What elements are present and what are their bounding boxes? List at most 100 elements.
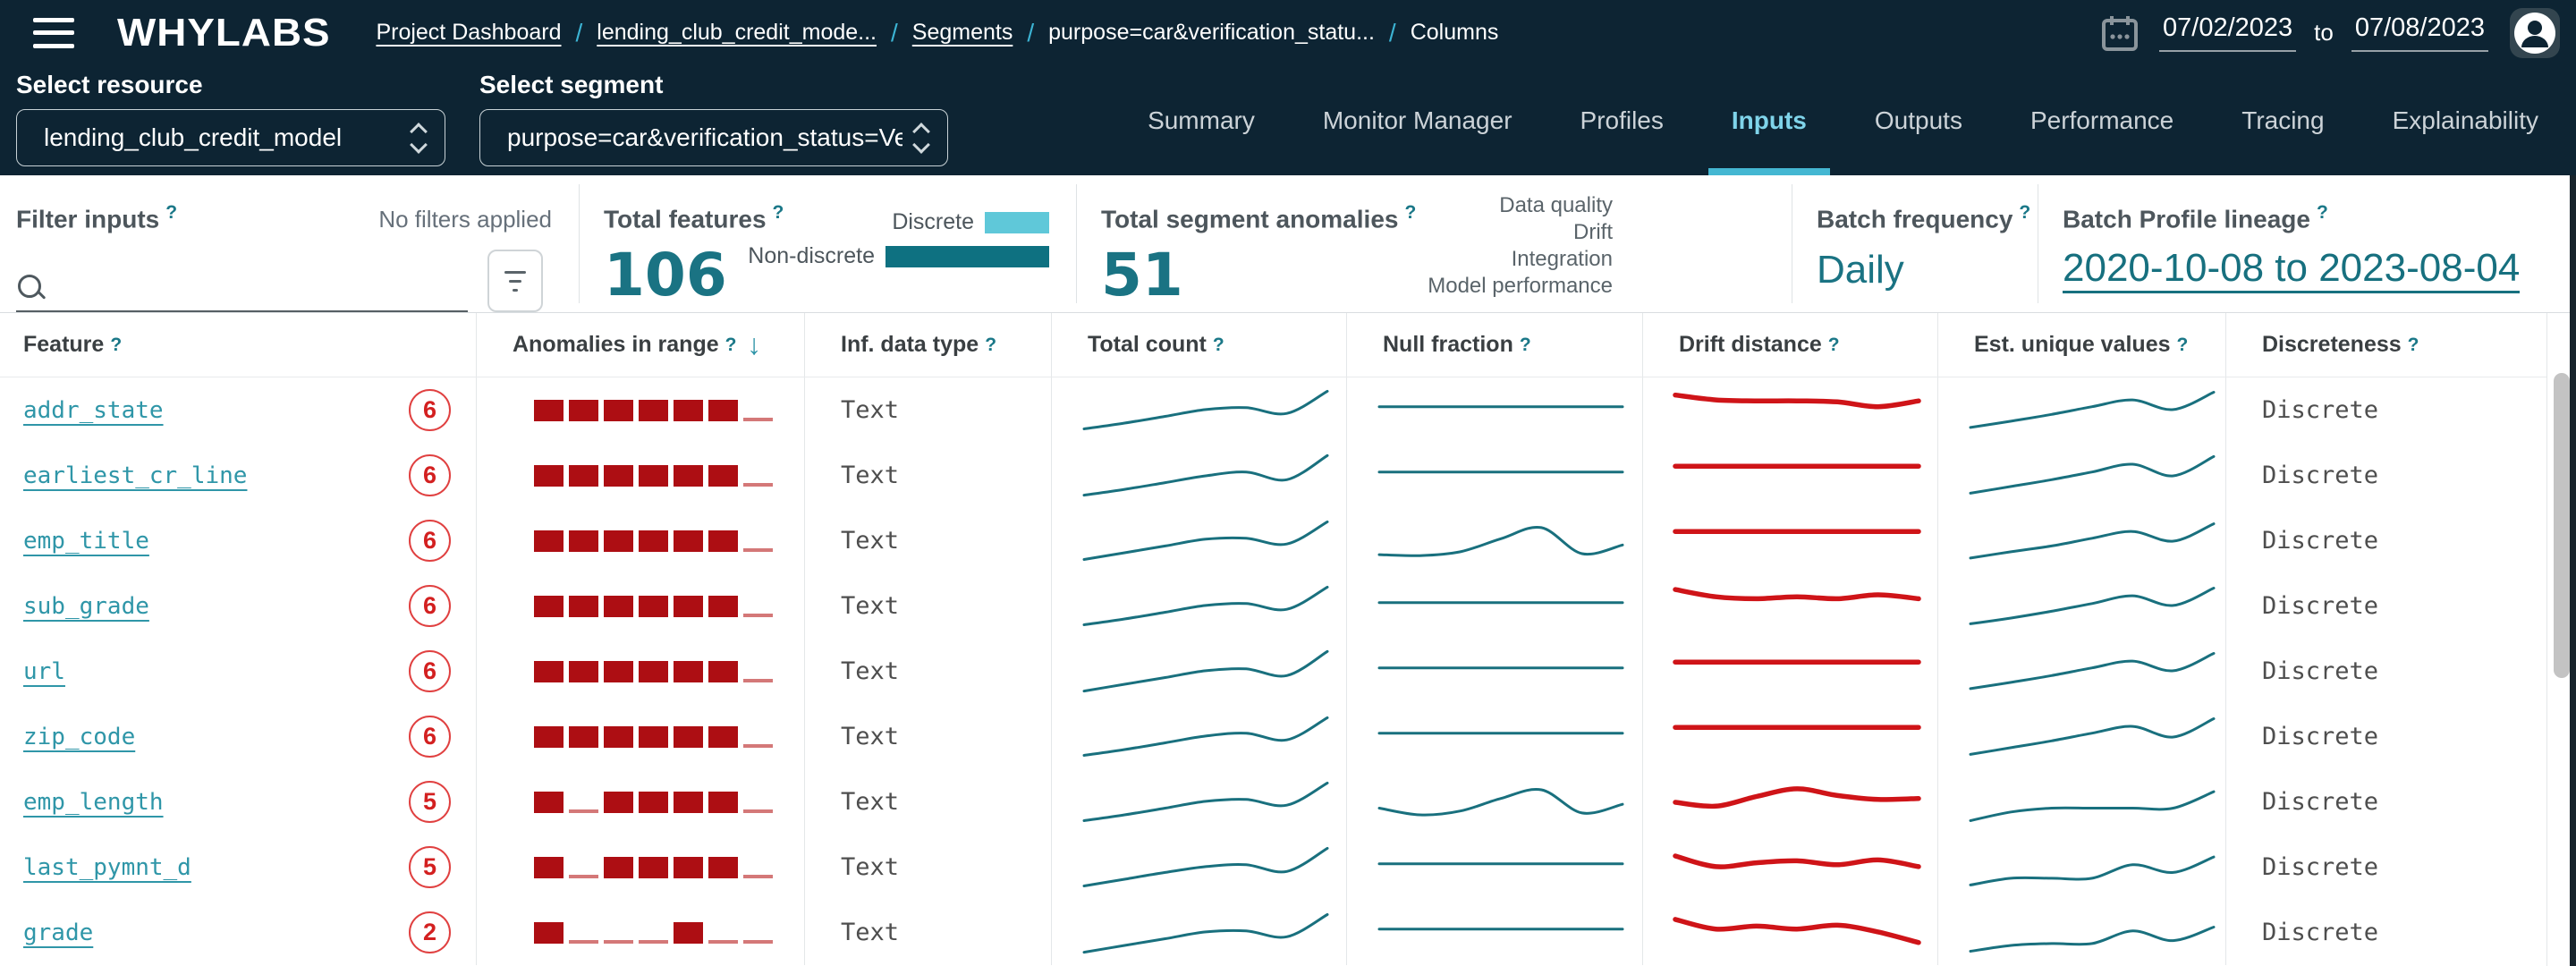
null-fraction-cell [1347,639,1643,704]
est-unique-values-cell [1938,377,2226,443]
anomaly-day-empty [743,661,773,682]
calendar-icon[interactable] [2100,13,2140,53]
total-count-cell [1052,704,1347,769]
select-chevrons-icon [912,122,930,154]
table-row-zip-code: zip_code 6 Text Discrete [0,704,2546,769]
est-unique-values-sparkline [1969,716,2216,756]
total-count-cell [1052,377,1347,443]
feature-link-last-pymnt-d[interactable]: last_pymnt_d [23,853,191,881]
help-icon[interactable]: ? [1827,334,1840,355]
total-count-sparkline [1082,912,1329,953]
panel-divider [579,184,580,303]
anomaly-day-filled [534,595,564,617]
breadcrumb-item-lending-club-credit-mode[interactable]: lending_club_credit_mode... [597,20,877,45]
scrollbar-thumb[interactable] [2554,373,2570,678]
help-icon[interactable]: ? [985,334,997,355]
breadcrumb-item-segments[interactable]: Segments [911,20,1013,45]
filter-button[interactable] [487,250,543,313]
legend-label: Integration [1511,246,1613,271]
column-header-label: Discreteness [2262,332,2402,357]
null-fraction-sparkline [1377,665,1624,669]
column-header-label: Feature [23,332,105,357]
tab-summary[interactable]: Summary [1148,106,1255,134]
date-end-input[interactable]: 07/08/2023 [2351,13,2488,52]
help-icon[interactable]: ? [2019,202,2031,223]
anomalies-in-range-cell [477,573,805,639]
tab-outputs[interactable]: Outputs [1874,106,1962,134]
tab-explainability[interactable]: Explainability [2392,106,2538,134]
anomaly-day-empty [569,792,598,813]
sort-descending-icon[interactable]: ↓ [747,328,761,360]
breadcrumb-separator: / [1388,18,1396,47]
legend-label: Data quality [1499,192,1613,217]
total-count-sparkline [1082,846,1329,887]
anomaly-day-filled [639,660,668,682]
anomaly-day-empty [569,857,598,878]
feature-link-zip-code[interactable]: zip_code [23,723,136,750]
date-start-input[interactable]: 07/02/2023 [2159,13,2297,52]
help-icon[interactable]: ? [724,334,737,355]
hamburger-menu-icon[interactable] [33,17,74,48]
null-fraction-sparkline [1377,404,1624,408]
discreteness-cell: Discrete [2262,657,2379,685]
help-icon[interactable]: ? [2316,202,2328,223]
feature-link-addr-state[interactable]: addr_state [23,396,164,424]
filter-inputs-title: Filter inputs? [16,202,178,233]
drift-distance-sparkline [1673,724,1921,730]
search-input[interactable] [16,266,468,313]
legend-bar-slot [1622,248,1774,271]
help-icon[interactable]: ? [165,202,178,223]
anomaly-day-empty [569,922,598,944]
inf-data-type-cell: Text [805,769,1052,835]
feature-link-sub-grade[interactable]: sub_grade [23,592,149,620]
breadcrumb-item-project-dashboard[interactable]: Project Dashboard [376,20,562,45]
anomaly-day-filled [534,725,564,748]
select-chevrons-icon [410,122,428,154]
tab-monitor-manager[interactable]: Monitor Manager [1322,106,1513,134]
help-icon[interactable]: ? [772,202,784,223]
total-features-panel: Total features? 106 Discrete Non-discrete [579,175,1076,313]
total-count-cell [1052,769,1347,835]
column-header-total-count: Total count? [1052,313,1347,377]
breadcrumb-item-columns: Columns [1410,20,1499,45]
total-features-title: Total features? [604,202,784,233]
legend-row: Model performance [1428,274,1774,298]
help-icon[interactable]: ? [1404,202,1417,223]
help-icon[interactable]: ? [1519,334,1531,355]
tab-inputs[interactable]: Inputs [1707,65,1830,175]
discreteness-cell: Discrete [2262,788,2379,816]
column-header-discreteness: Discreteness? [2226,313,2546,377]
tab-profiles[interactable]: Profiles [1580,106,1664,134]
anomaly-day-filled [569,464,598,487]
drift-distance-sparkline [1673,852,1921,869]
anomaly-count-badge: 6 [409,389,451,431]
tab-tracing[interactable]: Tracing [2241,106,2325,134]
anomalies-in-range-cell [477,377,805,443]
est-unique-values-sparkline [1969,790,2216,822]
inf-data-type-cell: Text [805,900,1052,965]
feature-link-emp-length[interactable]: emp_length [23,788,164,816]
batch-lineage-link[interactable]: 2020-10-08 to 2023-08-04 [2063,246,2521,294]
inf-data-type-cell: Text [805,573,1052,639]
feature-link-grade[interactable]: grade [23,919,94,946]
drift-distance-sparkline [1673,586,1921,601]
user-avatar[interactable] [2510,7,2560,58]
column-header-est-unique-values: Est. unique values? [1938,313,2226,377]
table-row-addr-state: addr_state 6 Text Discrete [0,377,2546,443]
column-header-label: Null fraction [1383,332,1513,357]
feature-link-emp-title[interactable]: emp_title [23,527,149,555]
resource-select[interactable]: lending_club_credit_model [16,109,445,166]
help-icon[interactable]: ? [110,334,123,355]
help-icon[interactable]: ? [1212,334,1224,355]
est-unique-values-sparkline [1969,925,2216,953]
help-icon[interactable]: ? [2407,334,2419,355]
feature-cell: sub_grade 6 [0,573,477,639]
anomaly-day-filled [604,399,633,421]
segment-select[interactable]: purpose=car&verification_status=Ve... [479,109,948,166]
table-row-earliest-cr-line: earliest_cr_line 6 Text Discrete [0,443,2546,508]
tab-performance[interactable]: Performance [2029,106,2174,134]
feature-link-earliest-cr-line[interactable]: earliest_cr_line [23,462,248,489]
discreteness-legend: Discrete Non-discrete [748,209,1049,269]
feature-link-url[interactable]: url [23,657,65,685]
help-icon[interactable]: ? [2176,334,2189,355]
